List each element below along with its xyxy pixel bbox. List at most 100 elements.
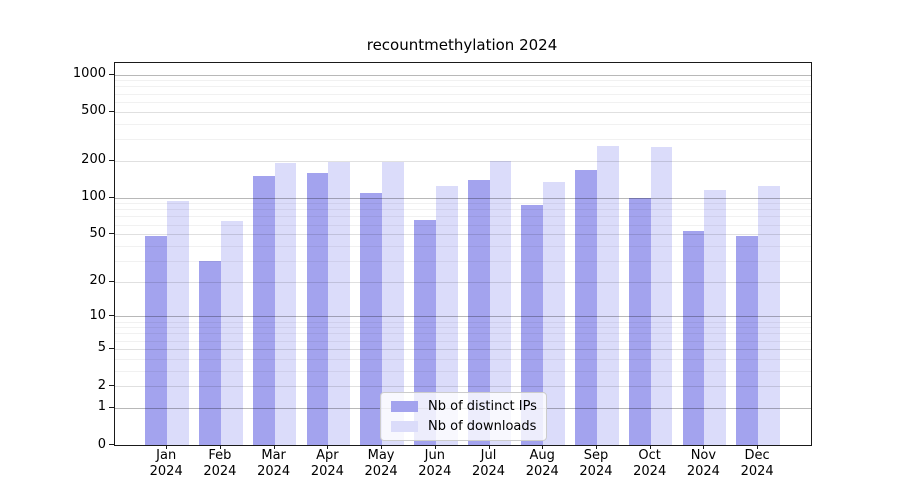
gridline-90 [115,203,811,205]
y-tick-label-10: 10 [89,307,106,323]
y-tick-mark-100 [109,196,114,198]
x-tick-label-aug-2024: Aug 2024 [525,448,559,479]
bar-nb-of-distinct-ips-feb-2024 [199,260,221,445]
bars-layer [115,63,811,445]
y-tick-label-50: 50 [89,225,106,241]
gridline-80 [115,209,811,211]
gridline-200 [115,160,811,162]
bar-nb-of-downloads-feb-2024 [220,221,243,445]
gridline-40 [115,245,811,247]
x-tick-label-oct-2024: Oct 2024 [633,448,667,479]
gridline-70 [115,216,811,218]
bar-nb-of-distinct-ips-jun-2024 [414,220,436,445]
y-tick-label-20: 20 [89,273,106,289]
y-tick-mark-1000 [109,73,114,75]
y-tick-mark-50 [109,233,114,235]
gridline-9 [115,321,811,323]
x-tick-label-apr-2024: Apr 2024 [310,448,344,479]
gridline-10 [115,316,811,318]
x-tick-label-jan-2024: Jan 2024 [149,448,183,479]
gridline-800 [115,86,811,88]
gridline-4 [115,358,811,360]
plot-area: Nb of distinct IPs Nb of downloads [114,62,812,446]
x-tick-mark-jul-2024 [488,445,490,449]
bar-nb-of-downloads-may-2024 [382,161,404,445]
gridline-7 [115,333,811,335]
y-tick-label-200: 200 [81,152,106,168]
bar-nb-of-distinct-ips-may-2024 [360,193,383,445]
gridline-60 [115,224,811,226]
gridline-900 [115,80,811,82]
gridline-50 [115,234,811,236]
bar-nb-of-downloads-oct-2024 [650,147,673,445]
y-tick-label-100: 100 [81,189,106,205]
bar-nb-of-distinct-ips-oct-2024 [628,197,651,445]
x-tick-mark-mar-2024 [273,445,275,449]
bar-nb-of-downloads-nov-2024 [704,189,727,445]
y-tick-label-5: 5 [97,340,106,356]
bar-nb-of-distinct-ips-sep-2024 [575,169,597,445]
bar-nb-of-distinct-ips-nov-2024 [682,231,705,445]
legend-swatch-downloads [391,421,418,432]
bar-nb-of-distinct-ips-jan-2024 [145,236,168,445]
gridlines-layer [115,63,811,445]
y-tick-mark-20 [109,280,114,282]
y-tick-label-1: 1 [97,399,106,415]
x-tick-mark-apr-2024 [327,445,329,449]
y-tick-mark-200 [109,159,114,161]
bar-nb-of-downloads-jun-2024 [435,185,458,445]
y-tick-label-0: 0 [97,436,106,452]
x-tick-label-jun-2024: Jun 2024 [418,448,452,479]
x-tick-label-may-2024: May 2024 [364,448,398,479]
bar-nb-of-distinct-ips-mar-2024 [252,176,275,445]
y-tick-mark-2 [109,385,114,387]
gridline-300 [115,138,811,140]
x-tick-mark-nov-2024 [703,445,705,449]
gridline-700 [115,93,811,95]
x-tick-label-feb-2024: Feb 2024 [203,448,237,479]
bar-nb-of-downloads-mar-2024 [274,162,297,445]
x-tick-mark-dec-2024 [757,445,759,449]
gridline-5 [115,348,811,350]
gridline-400 [115,123,811,125]
x-tick-mark-oct-2024 [649,445,651,449]
x-tick-label-jul-2024: Jul 2024 [471,448,506,479]
legend-label-distinct-ips: Nb of distinct IPs [428,398,537,414]
gridline-8 [115,327,811,329]
bar-nb-of-downloads-apr-2024 [328,162,351,445]
x-tick-mark-jun-2024 [434,445,436,449]
y-tick-label-2: 2 [97,377,106,393]
legend-label-downloads: Nb of downloads [428,418,537,434]
x-tick-mark-sep-2024 [595,445,597,449]
bar-nb-of-downloads-sep-2024 [596,146,619,445]
gridline-600 [115,101,811,103]
gridline-3 [115,370,811,372]
legend: Nb of distinct IPs Nb of downloads [380,392,547,441]
x-tick-mark-jan-2024 [166,445,168,449]
x-tick-label-nov-2024: Nov 2024 [686,448,720,479]
y-tick-label-1000: 1000 [72,66,106,82]
bar-nb-of-distinct-ips-jul-2024 [467,180,490,445]
x-tick-mark-feb-2024 [219,445,221,449]
bar-nb-of-distinct-ips-apr-2024 [306,172,329,445]
x-tick-mark-aug-2024 [542,445,544,449]
gridline-6 [115,340,811,342]
x-tick-label-sep-2024: Sep 2024 [579,448,613,479]
legend-item-downloads: Nb of downloads [386,418,537,435]
x-tick-label-dec-2024: Dec 2024 [740,448,774,479]
x-tick-mark-may-2024 [381,445,383,449]
bar-nb-of-downloads-aug-2024 [543,181,566,445]
gridline-30 [115,260,811,262]
y-tick-mark-500 [109,110,114,112]
legend-swatch-distinct-ips [391,401,418,412]
bar-nb-of-distinct-ips-dec-2024 [736,236,759,445]
gridline-1000 [115,74,811,76]
x-tick-label-mar-2024: Mar 2024 [257,448,291,479]
bar-nb-of-distinct-ips-aug-2024 [521,204,544,445]
legend-item-distinct-ips: Nb of distinct IPs [386,398,537,415]
gridline-500 [115,111,811,113]
y-tick-mark-5 [109,347,114,349]
bar-nb-of-downloads-jan-2024 [167,201,189,445]
gridline-2 [115,386,811,388]
